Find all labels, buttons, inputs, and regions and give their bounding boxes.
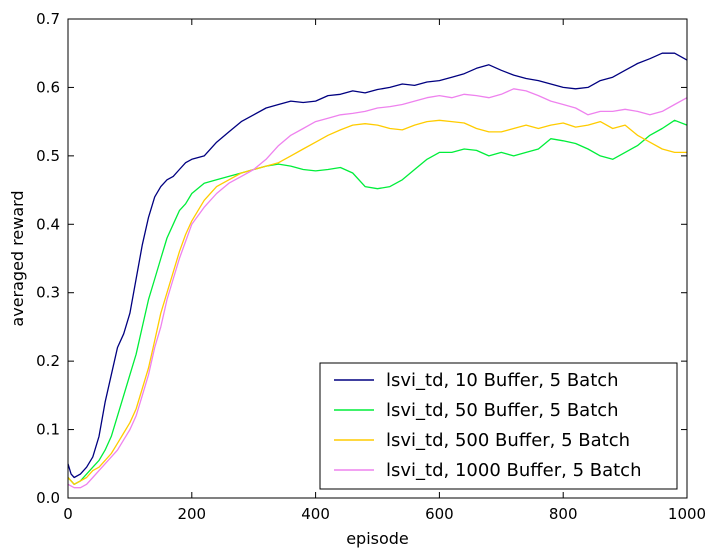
x-tick-label: 400 — [301, 505, 330, 523]
x-axis-label: episode — [346, 529, 409, 548]
x-tick-label: 600 — [425, 505, 454, 523]
series-line-2 — [67, 119, 688, 485]
y-tick-label: 0.0 — [36, 489, 60, 507]
legend: lsvi_td, 10 Buffer, 5 Batch lsvi_td, 50 B… — [319, 362, 678, 490]
legend-label: lsvi_td, 50 Buffer, 5 Batch — [386, 400, 619, 421]
legend-box — [319, 362, 678, 490]
y-tick-label: 0.2 — [36, 352, 60, 370]
plot-frame — [67, 18, 688, 499]
legend-label: lsvi_td, 500 Buffer, 5 Batch — [386, 430, 630, 451]
y-tick-label: 0.6 — [36, 78, 60, 96]
y-tick-label: 0.3 — [36, 284, 60, 302]
x-tick-label: 0 — [63, 505, 73, 523]
x-tick-label: 200 — [177, 505, 206, 523]
x-tick-label: 1000 — [668, 505, 706, 523]
legend-label: lsvi_td, 10 Buffer, 5 Batch — [386, 370, 619, 391]
x-tick-label: 800 — [549, 505, 578, 523]
series-line-3 — [67, 119, 687, 485]
legend-label: lsvi_td, 1000 Buffer, 5 Batch — [386, 460, 641, 481]
series-layer — [67, 52, 688, 489]
y-axis-label: averaged reward — [8, 190, 27, 326]
y-tick-label: 0.4 — [36, 215, 60, 233]
y-tick-label: 0.5 — [36, 147, 60, 165]
series-line-4 — [67, 88, 688, 489]
y-tick-label: 0.1 — [36, 421, 60, 439]
y-tick-label: 0.7 — [36, 10, 60, 28]
ticks-layer: 0 200 400 600 800 1000 0.0 0.1 0.2 0.3 0.4 0.5 0.6 0.… — [36, 10, 706, 523]
series-line-1 — [67, 52, 688, 479]
